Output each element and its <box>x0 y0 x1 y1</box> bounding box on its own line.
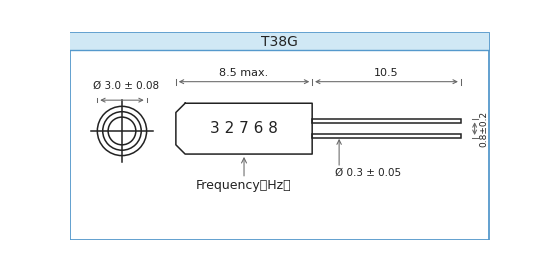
Text: Ø 3.0 ± 0.08: Ø 3.0 ± 0.08 <box>93 81 159 91</box>
Text: 10.5: 10.5 <box>374 68 399 78</box>
Text: 3 2 7 6 8: 3 2 7 6 8 <box>210 121 278 136</box>
Bar <box>312 134 461 138</box>
Text: Ø 0.3 ± 0.05: Ø 0.3 ± 0.05 <box>335 168 401 178</box>
Text: 8.5 max.: 8.5 max. <box>219 68 269 78</box>
Text: 0.8±0.2: 0.8±0.2 <box>479 111 488 147</box>
Bar <box>312 119 461 123</box>
Text: T38G: T38G <box>262 35 298 49</box>
Bar <box>70 33 489 50</box>
Text: Frequency（Hz）: Frequency（Hz） <box>196 179 292 192</box>
